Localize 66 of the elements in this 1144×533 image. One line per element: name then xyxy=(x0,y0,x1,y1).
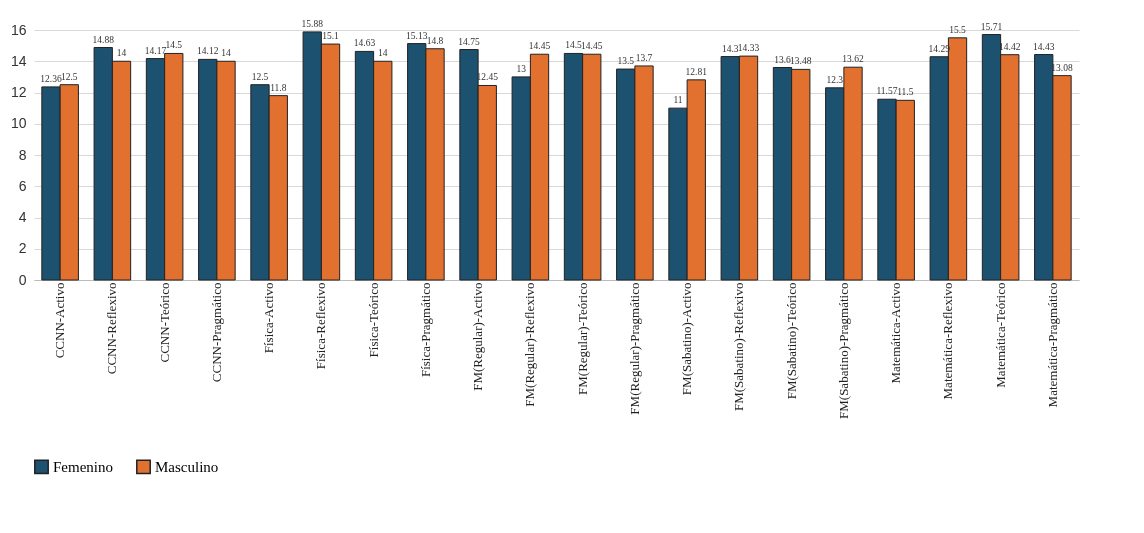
y-tick-label: 10 xyxy=(10,115,27,132)
data-label: 15.5 xyxy=(949,24,967,35)
x-tick-label: CCNN-Activo xyxy=(52,282,68,359)
data-label: 14.5 xyxy=(565,40,583,51)
data-label: 14.8 xyxy=(426,35,444,46)
data-label: 14.43 xyxy=(1033,41,1055,52)
data-label: 15.88 xyxy=(301,18,324,29)
x-tick-label: Física-Reflexivo xyxy=(313,282,329,370)
x-tick-label: Matemática-Pragmático xyxy=(1044,282,1060,408)
x-tick-label: FM(Regular)-Pragmático xyxy=(626,282,642,415)
y-tick-label: 12 xyxy=(10,84,27,100)
y-tick-label: 6 xyxy=(18,177,27,194)
x-tick-label: CCNN-Reflexivo xyxy=(104,282,120,375)
data-label: 14.33 xyxy=(737,43,760,54)
data-label: 13.5 xyxy=(617,56,635,67)
data-label: 14.12 xyxy=(197,46,219,57)
data-label: 12.36 xyxy=(40,73,62,84)
y-tick-label: 2 xyxy=(18,240,27,257)
data-label: 14 xyxy=(378,48,388,59)
data-label: 13.48 xyxy=(790,56,812,67)
x-tick-label: FM(Regular)-Reflexivo xyxy=(522,282,538,407)
data-label: 12.3 xyxy=(826,74,844,85)
y-tick-label: 16 xyxy=(10,21,27,38)
data-label: 15.71 xyxy=(980,21,1003,32)
data-label: 11.57 xyxy=(876,86,898,97)
data-label: 14.88 xyxy=(92,34,115,45)
data-label: 14.75 xyxy=(458,36,480,47)
x-tick-label: FM(Regular)-Teórico xyxy=(574,282,590,395)
data-label: 11.8 xyxy=(270,82,287,93)
y-tick-label: 0 xyxy=(18,271,27,288)
x-tick-label: Física-Pragmático xyxy=(417,282,433,378)
x-tick-label: Matemática-Teórico xyxy=(992,282,1008,388)
legend-label: Femenino xyxy=(53,458,113,475)
data-label: 14.45 xyxy=(581,41,603,52)
data-label: 13 xyxy=(516,63,527,74)
x-tick-label: CCNN-Teórico xyxy=(156,282,172,363)
data-label: 11 xyxy=(673,95,683,106)
x-tick-label: FM(Sabatino)-Teórico xyxy=(783,282,799,400)
data-label: 14.45 xyxy=(528,41,551,52)
x-tick-label: FM(Regular)-Activo xyxy=(470,282,486,391)
data-label: 14.5 xyxy=(165,40,183,51)
x-tick-label: Física-Activo xyxy=(261,282,277,354)
data-label: 14.3 xyxy=(721,43,739,54)
y-tick-label: 4 xyxy=(18,209,27,225)
data-label: 12.5 xyxy=(251,71,269,82)
data-label: 13.62 xyxy=(842,54,864,65)
data-label: 14.63 xyxy=(353,38,376,49)
data-label: 13.7 xyxy=(635,52,653,63)
y-tick-label: 14 xyxy=(10,52,27,69)
x-tick-label: FM(Sabatino)-Pragmático xyxy=(835,282,851,419)
data-label: 14 xyxy=(221,48,232,59)
y-tick-label: 8 xyxy=(18,146,27,163)
data-label: 13.6 xyxy=(774,54,792,65)
legend-label: Masculino xyxy=(155,458,219,475)
data-label: 15.13 xyxy=(406,30,428,41)
x-tick-label: CCNN-Pragmático xyxy=(208,282,224,383)
x-tick-label: FM(Sabatino)-Reflexivo xyxy=(731,282,747,412)
data-label: 15.1 xyxy=(322,31,340,42)
data-label: 14 xyxy=(116,48,127,59)
data-label: 14.17 xyxy=(144,45,167,56)
data-label: 12.81 xyxy=(685,66,708,77)
x-tick-label: Matemática-Reflexivo xyxy=(940,282,956,400)
x-tick-label: FM(Sabatino)-Activo xyxy=(679,282,695,396)
data-label: 11.5 xyxy=(897,87,914,98)
x-tick-label: Matemática-Activo xyxy=(888,282,904,384)
x-tick-label: Física-Teórico xyxy=(365,282,381,358)
